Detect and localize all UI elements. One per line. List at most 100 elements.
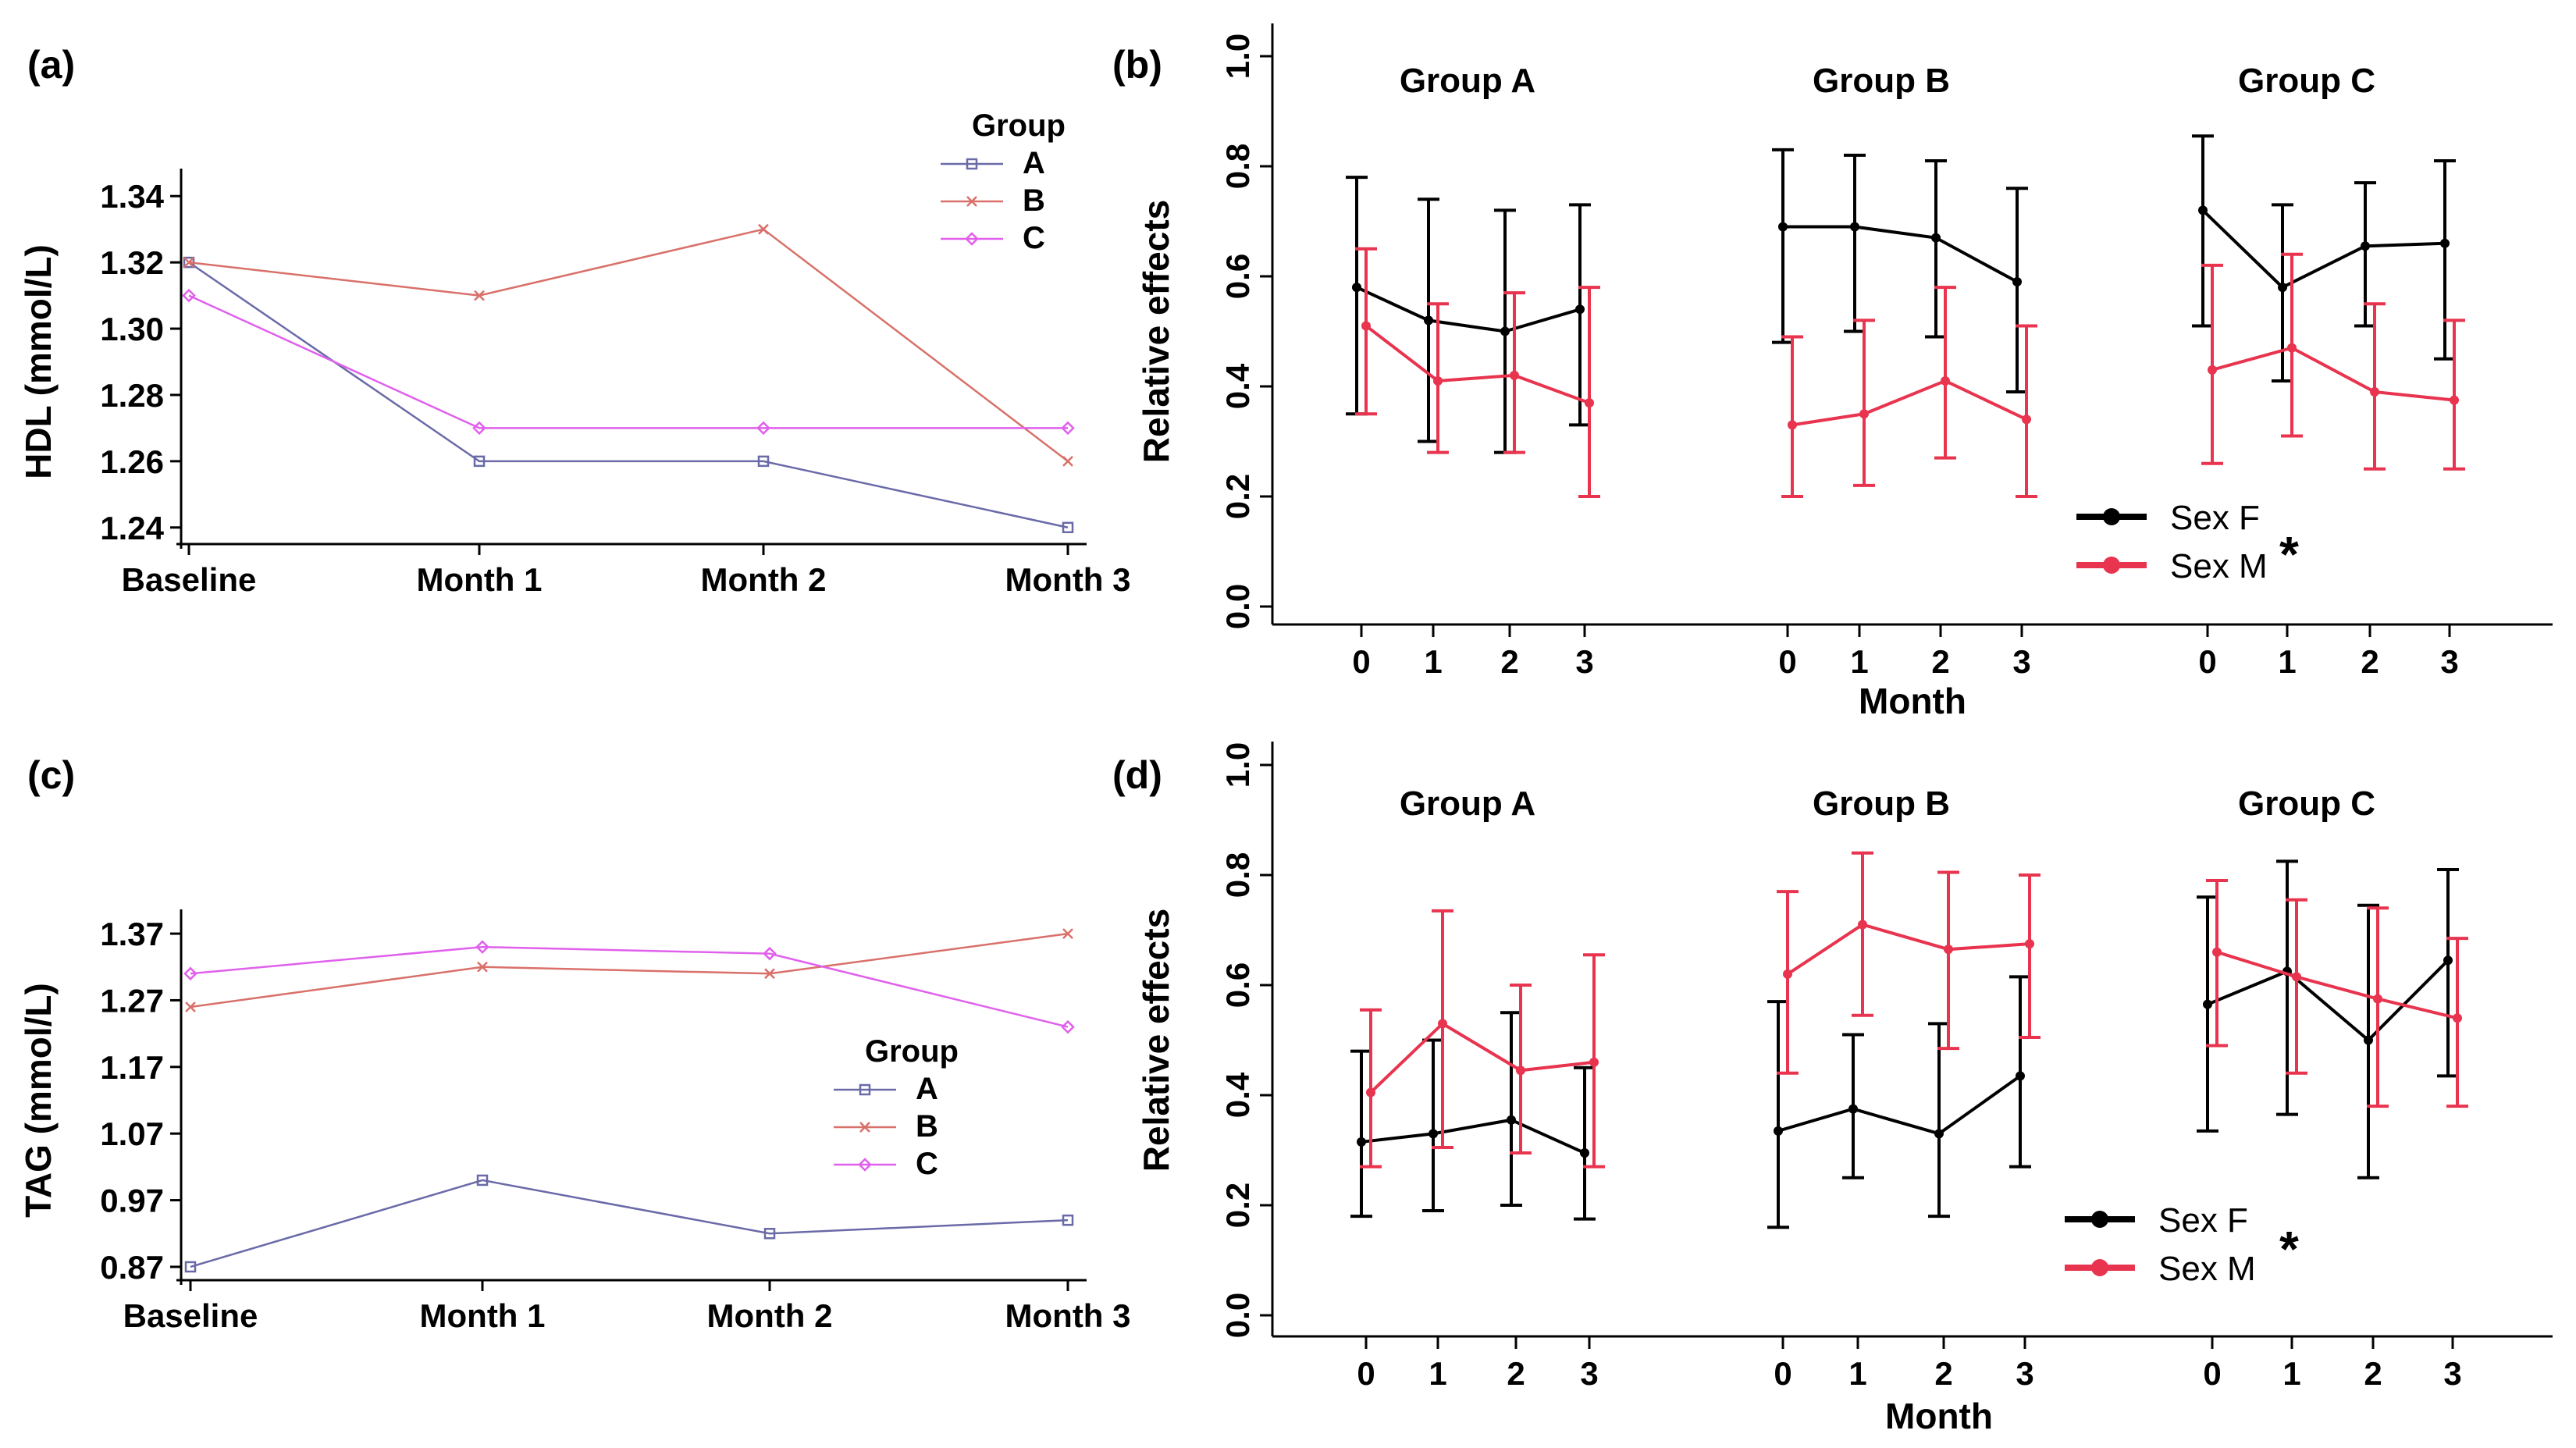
y-tick-label: 0.6 [1219, 962, 1256, 1008]
data-point-B [1062, 928, 1073, 939]
data-point [2016, 1071, 2025, 1081]
group-2: Group B 0 1 2 3 [1772, 62, 2037, 680]
group-1: Group A 0 1 2 3 [1346, 62, 1600, 680]
legend: Sex F Sex M * [2065, 1201, 2299, 1288]
panel-b-hdl-relative-effects: (b) 0.0 0.2 0.4 0.6 0.8 1.0 Relative effects Mon… [1112, 23, 2553, 721]
data-point-C [472, 421, 486, 436]
data-point-B [474, 290, 485, 301]
y-tick-label: 1.34 [100, 178, 164, 215]
data-point [2278, 283, 2287, 293]
x-tick-label: Month 1 [420, 1297, 546, 1334]
series-group-A [184, 1174, 1074, 1273]
x-tick-label: 3 [2012, 643, 2030, 680]
series-line [1364, 324, 1590, 405]
data-point [1500, 326, 1510, 336]
data-point [1575, 304, 1585, 315]
panel-d-tag-relative-effects: (d) 0.0 0.2 0.4 0.6 0.8 1.0 Relative effects Mon… [1112, 742, 2553, 1436]
legend-marker [2091, 1211, 2108, 1228]
legend-entry: Sex F [2170, 499, 2260, 537]
group-3: Group C 0 1 2 3 [2192, 62, 2465, 680]
series-Sex-F [1772, 148, 2028, 394]
series-group-A [183, 256, 1074, 534]
legend-entry: Sex F [2158, 1201, 2248, 1240]
legend-marker [2091, 1259, 2108, 1276]
series-Sex-F [1767, 975, 2031, 1229]
data-point [1850, 222, 1859, 232]
panel-label: (a) [27, 43, 75, 87]
data-point-C [1061, 421, 1075, 436]
legend-entry-A: A [1023, 146, 1045, 180]
series-line [1361, 1118, 1585, 1154]
x-tick-label: 1 [2282, 1355, 2300, 1392]
series-line [1369, 1021, 1595, 1094]
series-Sex-M [1781, 286, 2037, 498]
y-tick-label: 0.8 [1219, 852, 1256, 898]
series-group-B [183, 223, 1073, 467]
data-point [1783, 969, 1792, 979]
data-point-A [763, 1227, 776, 1240]
data-point [1352, 283, 1361, 293]
series-Sex-M [1360, 909, 1605, 1169]
series-Sex-F [2197, 859, 2459, 1179]
y-tick-label: 1.37 [100, 916, 164, 952]
data-point [1941, 375, 1950, 386]
y-tick-label: 1.28 [100, 377, 164, 414]
series-group-C [182, 288, 1075, 436]
series-line-A [190, 1179, 1069, 1268]
legend-marker-C [858, 1158, 872, 1172]
data-point [2440, 238, 2450, 248]
data-point [2453, 1013, 2462, 1023]
x-tick-label: 0 [1352, 643, 1370, 680]
x-tick-label: 0 [1774, 1355, 1791, 1392]
series-line [2211, 346, 2455, 402]
data-point [1859, 409, 1869, 419]
panel-a-hdl-line-chart: (a) 1.24 1.26 1.28 1.30 1.32 1.34 Baseline Month… [18, 43, 1130, 598]
x-tick-label: 2 [2361, 643, 2379, 680]
x-tick-label: 3 [2440, 643, 2458, 680]
y-tick-label: 1.26 [100, 443, 164, 480]
series-line [2216, 950, 2458, 1020]
data-point [2198, 205, 2208, 215]
data-point [2203, 999, 2212, 1009]
legend-marker-C [965, 232, 979, 246]
data-point [1433, 375, 1443, 386]
x-tick-label: 2 [2364, 1355, 2382, 1392]
legend-marker-B [966, 196, 977, 207]
y-tick-label: 0.6 [1219, 254, 1256, 299]
series-line-B [190, 932, 1069, 1009]
y-tick-label: 0.2 [1219, 474, 1256, 519]
legend-title: Group [865, 1034, 959, 1069]
group-title: Group B [1813, 784, 1950, 823]
data-point [2450, 395, 2459, 405]
x-tick-label: 1 [2278, 643, 2296, 680]
data-point-C [756, 421, 770, 436]
series-line-A [188, 261, 1069, 528]
x-tick-label: 3 [1580, 1355, 1598, 1392]
series-group-B [185, 928, 1073, 1012]
x-tick-label: 2 [1934, 1355, 1952, 1392]
data-point-A [1062, 521, 1074, 534]
series-line [2207, 959, 2450, 1043]
legend-entry: Sex M [2170, 547, 2268, 585]
y-tick-label: 0.97 [100, 1183, 164, 1219]
x-tick-label: 2 [1931, 643, 1949, 680]
data-point [2212, 947, 2222, 957]
data-point [1585, 398, 1594, 408]
series-Sex-M [1355, 247, 1600, 498]
x-tick-label: 1 [1429, 1355, 1446, 1392]
series-group-C [183, 940, 1075, 1034]
data-point [2364, 1035, 2373, 1045]
group-title: Group C [2238, 62, 2375, 100]
y-tick-label: 1.0 [1219, 742, 1256, 788]
data-point [1778, 222, 1788, 232]
x-tick-label: 0 [1778, 643, 1796, 680]
group-2: Group B 0 1 2 3 [1767, 784, 2041, 1392]
data-point-C [182, 288, 196, 303]
group-3: Group C 0 1 2 3 [2197, 784, 2468, 1392]
series-line [1786, 923, 2030, 976]
x-tick-label: Baseline [122, 561, 257, 598]
data-point-A [757, 455, 770, 468]
data-point [1357, 1137, 1366, 1147]
